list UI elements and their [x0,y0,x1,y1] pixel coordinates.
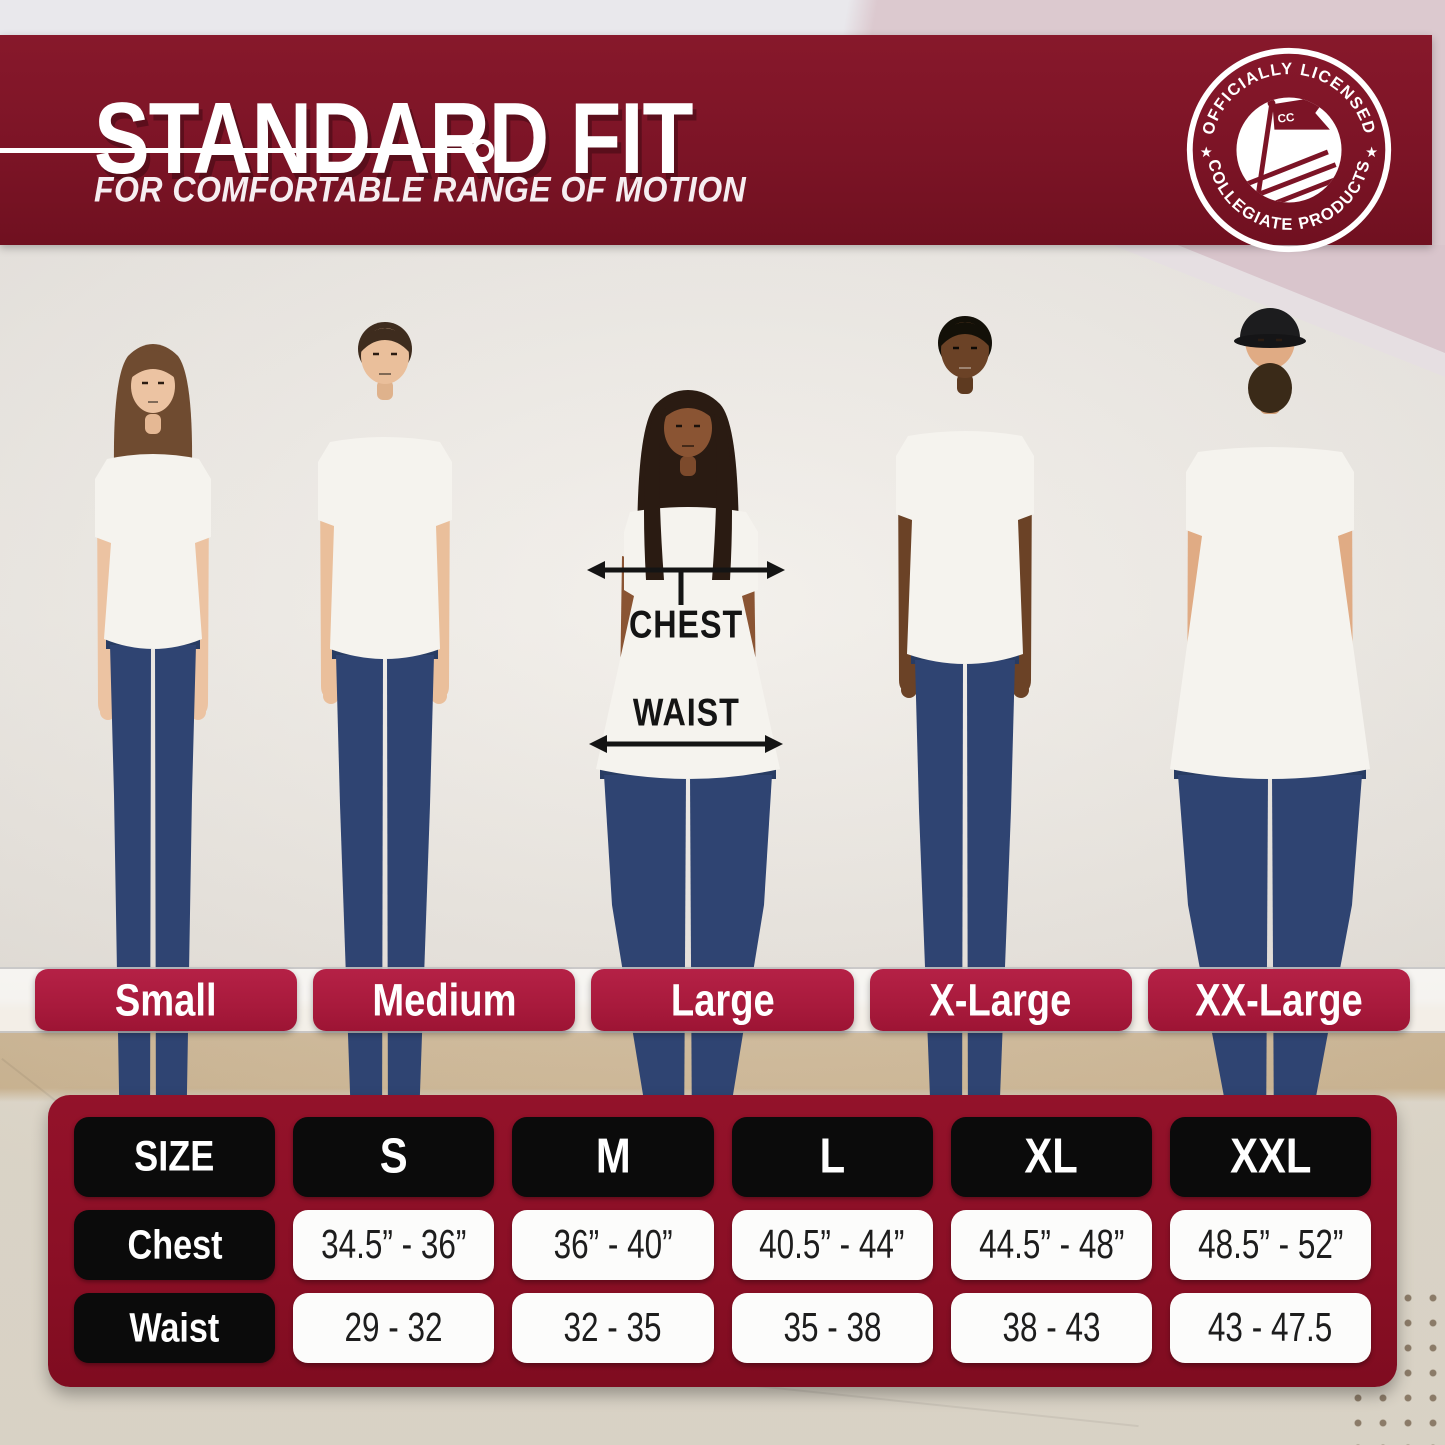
column-header-s: S [293,1117,495,1197]
model-x-large [896,316,1034,1150]
waist-value-xl: 38 - 43 [950,1293,1152,1363]
size-pill-x-large: X-Large [869,969,1132,1031]
row-label-chest: Chest [74,1210,276,1280]
waist-value-m: 32 - 35 [512,1293,714,1363]
size-label-strip: Small Medium Large X-Large XX-Large [0,967,1445,1033]
badge-star-right: ★ [1365,145,1378,161]
waist-annotation-label: WAIST [632,691,740,735]
badge-star-left: ★ [1200,145,1213,161]
column-header-size: SIZE [74,1117,276,1197]
chest-value-l: 40.5” - 44” [731,1210,933,1280]
column-header-l: L [731,1117,933,1197]
column-header-xxl: XXL [1169,1117,1371,1197]
header-banner: STANDARD FIT FOR COMFORTABLE RANGE OF MO… [0,35,1432,253]
chest-annotation-label: CHEST [628,603,744,647]
officially-licensed-badge: OFFICIALLY LICENSED COLLEGIATE PRODUCTS … [1186,47,1392,253]
column-header-m: M [512,1117,714,1197]
chest-value-xl: 44.5” - 48” [950,1210,1152,1280]
title-divider-line [0,148,472,153]
measurement-arrows [587,561,785,753]
waist-value-xxl: 43 - 47.5 [1169,1293,1371,1363]
models-photo [95,308,1370,1150]
model-xx-large [1170,308,1370,1150]
waist-value-s: 29 - 32 [293,1293,495,1363]
page-subtitle: FOR COMFORTABLE RANGE OF MOTION [94,169,747,209]
model-large [596,390,780,1150]
size-pill-large: Large [591,969,854,1031]
column-header-xl: XL [950,1117,1152,1197]
size-chart-table: SIZE S M L XL XXL Chest 34.5” - 36” 36” … [48,1095,1397,1387]
size-pill-xx-large: XX-Large [1147,969,1411,1031]
page-title: STANDARD FIT [94,82,693,196]
size-pill-small: Small [35,969,298,1031]
badge-monogram: CC [1277,111,1296,126]
chest-value-xxl: 48.5” - 52” [1169,1210,1371,1280]
chest-value-s: 34.5” - 36” [293,1210,495,1280]
row-label-waist: Waist [74,1293,276,1363]
title-divider-ring [471,139,494,162]
chest-value-m: 36” - 40” [512,1210,714,1280]
waist-value-l: 35 - 38 [731,1293,933,1363]
size-pill-medium: Medium [313,969,576,1031]
